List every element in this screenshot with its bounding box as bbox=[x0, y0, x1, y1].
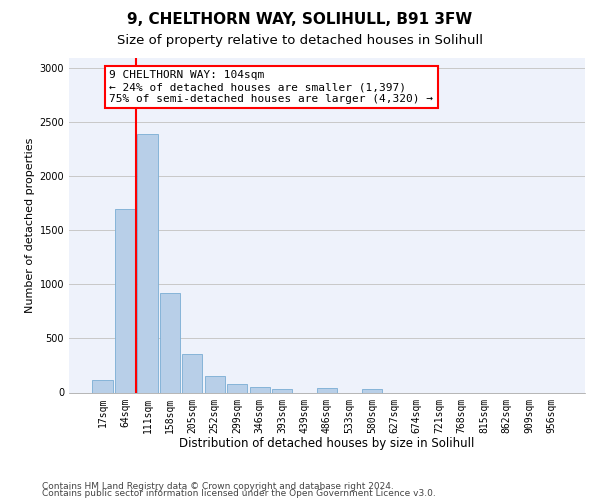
Y-axis label: Number of detached properties: Number of detached properties bbox=[25, 138, 35, 312]
Bar bbox=[272, 388, 292, 392]
Bar bbox=[317, 388, 337, 392]
Text: 9 CHELTHORN WAY: 104sqm
← 24% of detached houses are smaller (1,397)
75% of semi: 9 CHELTHORN WAY: 104sqm ← 24% of detache… bbox=[109, 70, 433, 104]
Bar bbox=[205, 376, 225, 392]
Text: 9, CHELTHORN WAY, SOLIHULL, B91 3FW: 9, CHELTHORN WAY, SOLIHULL, B91 3FW bbox=[127, 12, 473, 28]
Text: Size of property relative to detached houses in Solihull: Size of property relative to detached ho… bbox=[117, 34, 483, 47]
Bar bbox=[250, 386, 270, 392]
X-axis label: Distribution of detached houses by size in Solihull: Distribution of detached houses by size … bbox=[179, 437, 475, 450]
Text: Contains HM Land Registry data © Crown copyright and database right 2024.: Contains HM Land Registry data © Crown c… bbox=[42, 482, 394, 491]
Bar bbox=[362, 390, 382, 392]
Text: Contains public sector information licensed under the Open Government Licence v3: Contains public sector information licen… bbox=[42, 490, 436, 498]
Bar bbox=[182, 354, 202, 393]
Bar bbox=[227, 384, 247, 392]
Bar bbox=[160, 293, 180, 392]
Bar bbox=[92, 380, 113, 392]
Bar bbox=[137, 134, 158, 392]
Bar bbox=[115, 209, 135, 392]
